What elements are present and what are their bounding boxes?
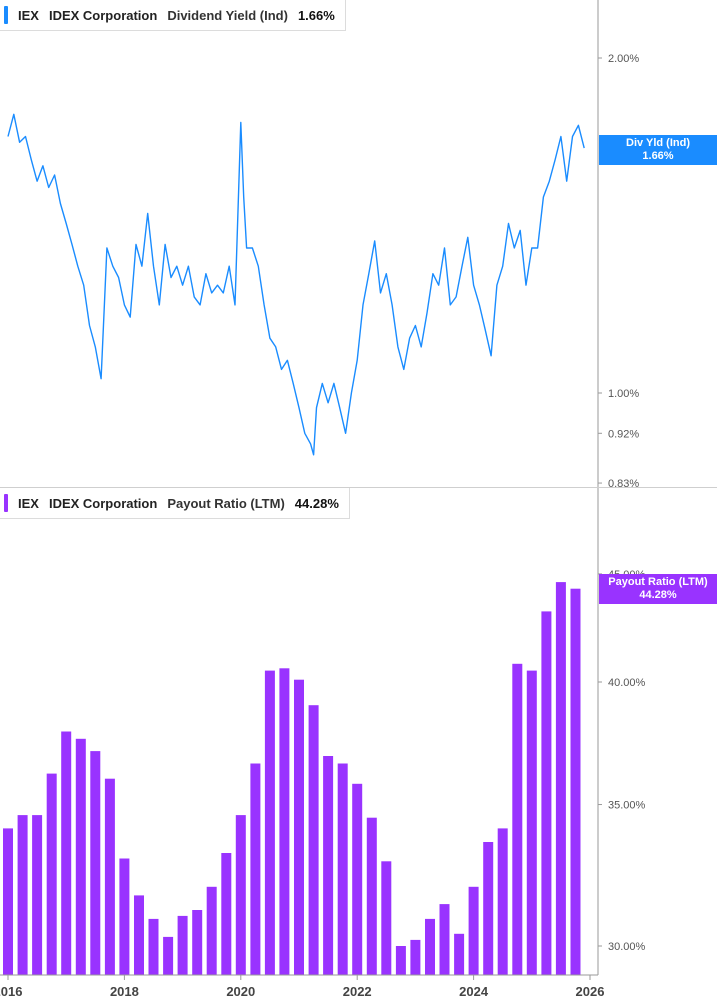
payout-bar [497, 828, 508, 975]
payout-bar [483, 842, 494, 975]
payout-bar [206, 886, 217, 975]
y-tick-label: 2.00% [608, 53, 639, 65]
dividend-yield-legend: IEX IDEX Corporation Dividend Yield (Ind… [0, 0, 346, 31]
dividend-yield-plot [7, 113, 585, 456]
payout-bar [439, 904, 450, 975]
payout-bar [337, 763, 348, 975]
payout-bar [192, 910, 203, 975]
payout-bar [90, 751, 101, 975]
payout-bar [512, 663, 523, 975]
legend-metric: Dividend Yield (Ind) [167, 7, 288, 23]
y-tick-label: 35.00% [608, 800, 646, 812]
legend-ticker: IEX [18, 495, 39, 511]
payout-bar [134, 895, 144, 975]
payout-bar [61, 731, 72, 975]
x-tick-label: 2026 [576, 984, 605, 999]
payout-bar [221, 853, 232, 975]
legend-company: IDEX Corporation [48, 495, 158, 511]
x-tick-label: 2016 [0, 984, 22, 999]
legend-value: 1.66% [297, 7, 335, 23]
payout-bar [308, 705, 319, 975]
payout-bar [541, 611, 552, 975]
y-tick-label: 0.92% [608, 428, 639, 440]
legend-company: IDEX Corporation [48, 7, 158, 23]
series-color-swatch [4, 494, 8, 512]
x-tick-label: 2022 [343, 984, 372, 999]
dividend-yield-line [7, 113, 585, 456]
payout-bar [264, 670, 275, 975]
x-tick-label: 2020 [226, 984, 255, 999]
payout-bar [119, 858, 130, 975]
payout-bar [250, 763, 261, 975]
payout-bar [570, 588, 581, 975]
payout-bar [454, 933, 465, 975]
legend-value: 44.28% [294, 495, 339, 511]
payout-ratio-legend: IEX IDEX Corporation Payout Ratio (LTM) … [0, 488, 350, 519]
payout-bar [17, 815, 28, 975]
legend-metric: Payout Ratio (LTM) [167, 495, 285, 511]
tag-title: Payout Ratio (LTM) [608, 576, 708, 588]
payout-bar [425, 918, 435, 975]
legend-ticker: IEX [18, 7, 39, 23]
payout-bar [177, 915, 188, 975]
payout-ratio-plot [3, 582, 581, 975]
x-tick-label: 2018 [110, 984, 139, 999]
payout-ratio-value-tag: Payout Ratio (LTM) 44.28% [599, 574, 717, 604]
payout-bar [366, 817, 377, 975]
dividend-yield-value-tag: Div Yld (Ind) 1.66% [599, 135, 717, 165]
tag-value: 1.66% [642, 150, 674, 162]
payout-bar [395, 946, 406, 975]
tag-title: Div Yld (Ind) [626, 137, 690, 149]
payout-bar [468, 886, 479, 975]
payout-bar [46, 773, 57, 975]
payout-bar [104, 778, 115, 975]
payout-bar [381, 861, 392, 975]
payout-bar [526, 670, 537, 975]
payout-bar [148, 918, 159, 975]
y-tick-label: 40.00% [608, 677, 646, 689]
payout-bar [410, 939, 421, 975]
payout-bar [294, 679, 304, 975]
payout-bar [279, 668, 290, 975]
payout-bar [32, 815, 43, 975]
payout-bar [75, 738, 86, 975]
tag-value: 44.28% [639, 589, 677, 601]
payout-bar [555, 582, 566, 975]
payout-bar [352, 783, 363, 975]
y-tick-label: 0.83% [608, 478, 639, 490]
x-tick-label: 2024 [459, 984, 489, 999]
y-tick-label: 30.00% [608, 941, 646, 953]
payout-bar [235, 815, 246, 975]
y-tick-label: 1.00% [608, 388, 639, 400]
series-color-swatch [4, 6, 8, 24]
payout-bar [3, 828, 13, 975]
payout-bar [163, 936, 174, 975]
payout-bar [323, 756, 334, 975]
